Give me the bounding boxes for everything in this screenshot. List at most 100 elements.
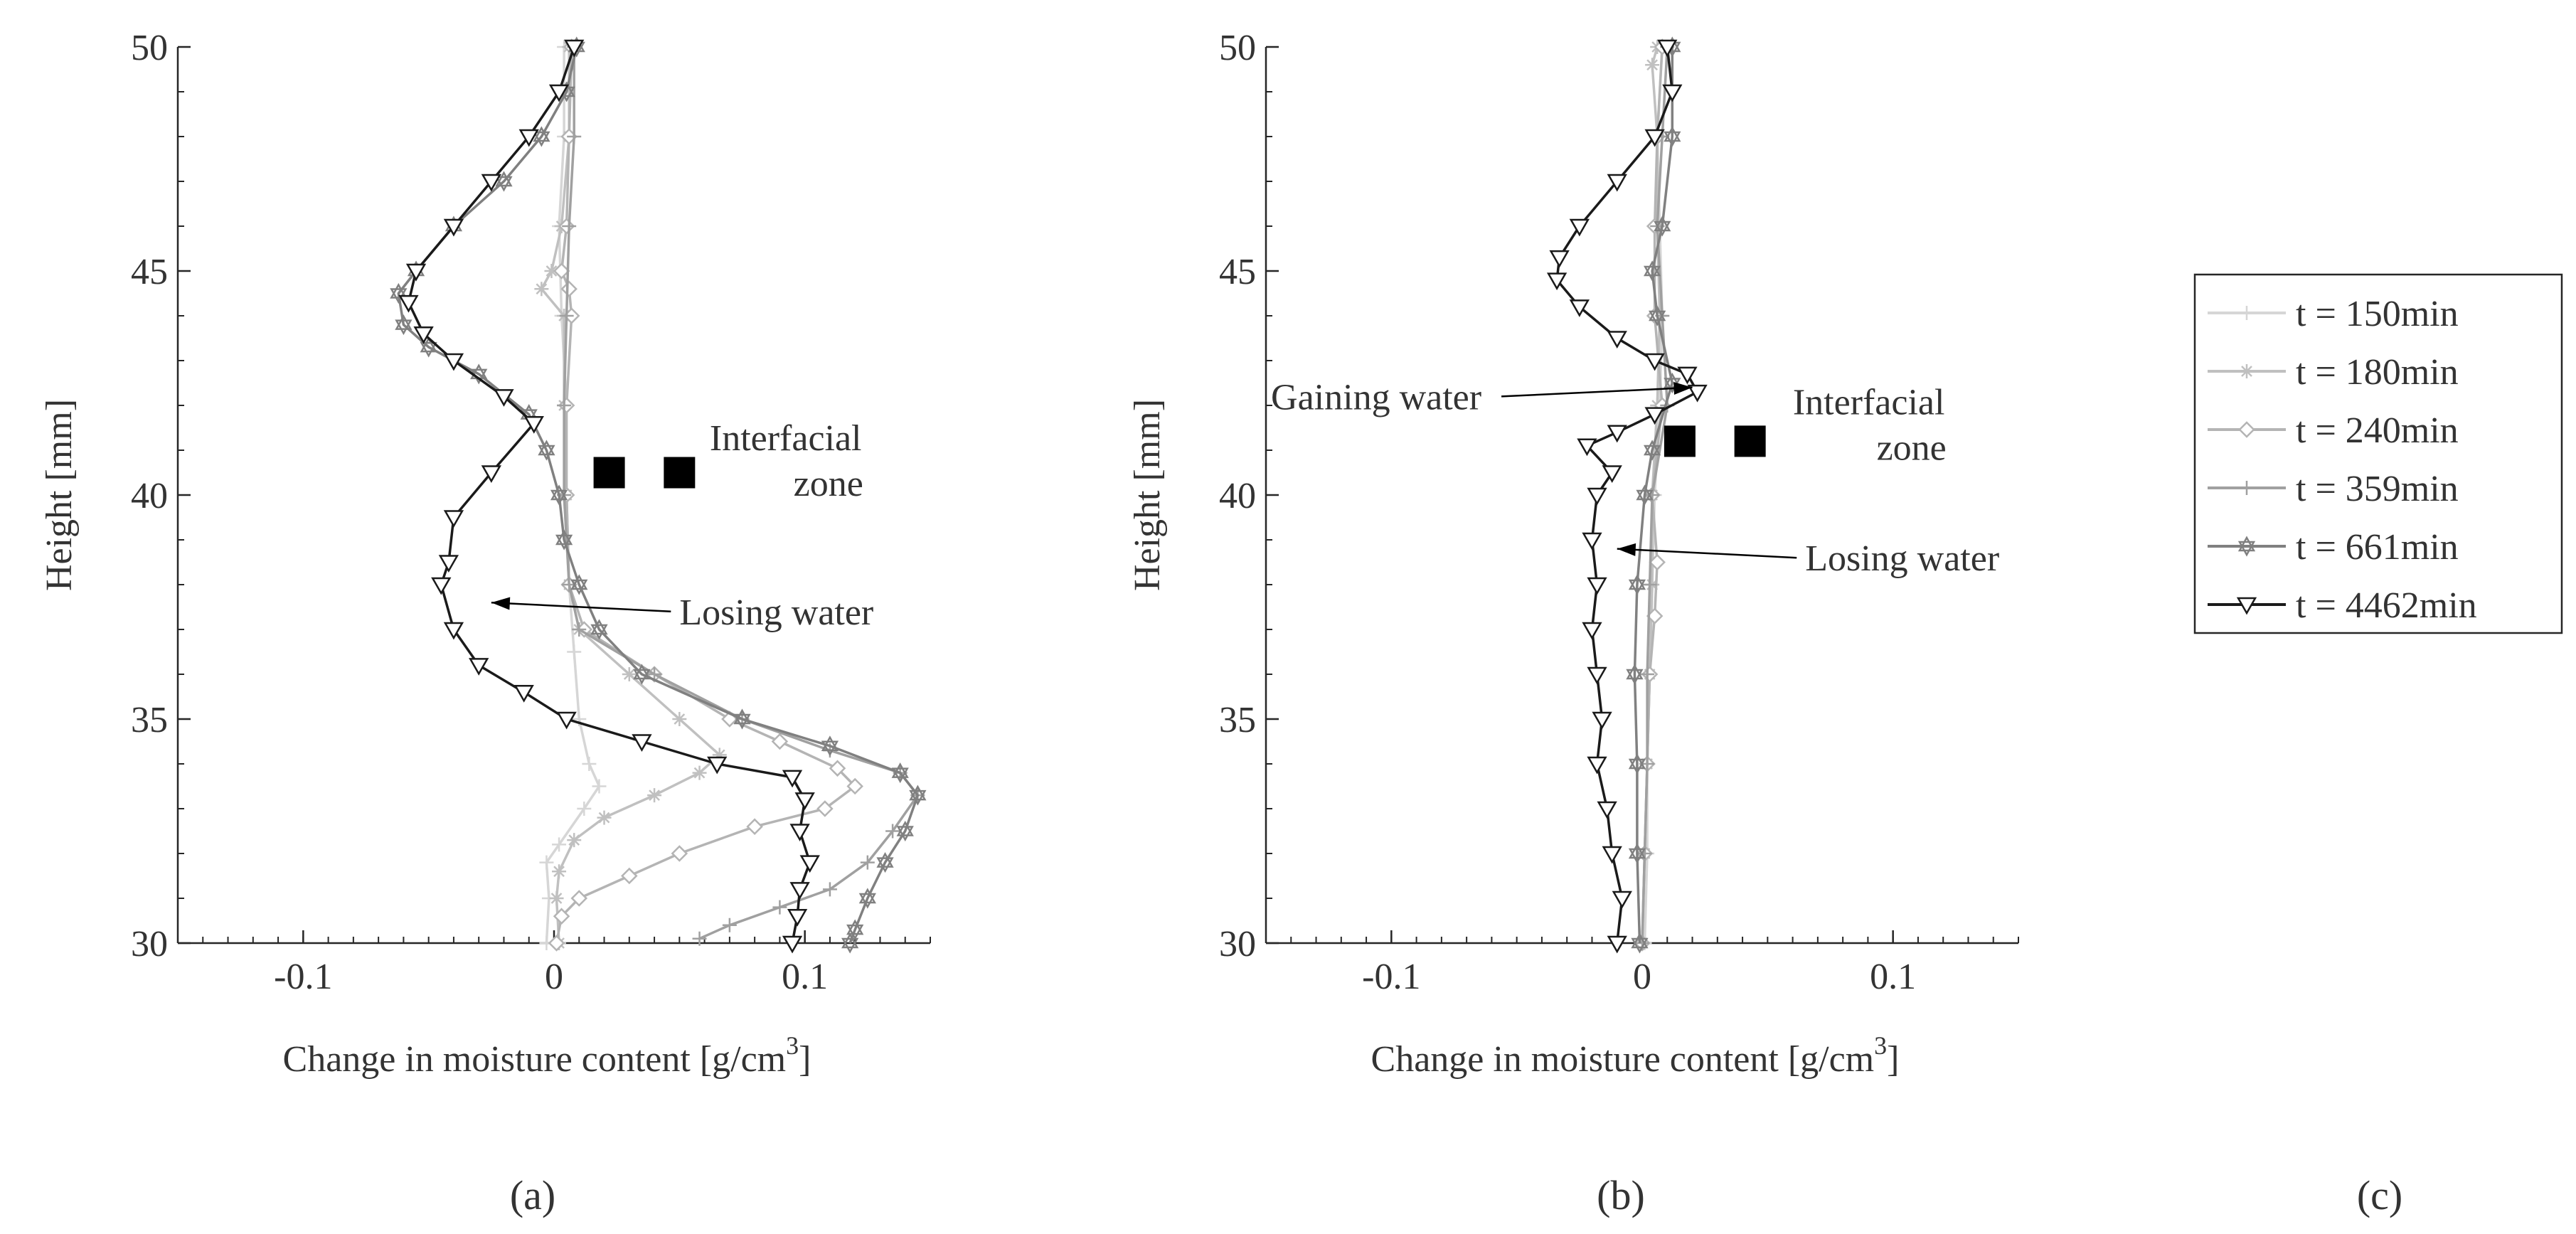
data-point xyxy=(746,818,763,835)
data-point xyxy=(495,171,513,192)
interfacial-zone-label: Interfacial zone xyxy=(710,418,863,504)
y-tick-label: 45 xyxy=(1219,252,1256,292)
x-axis-label: Change in moisture content [g/cm3] xyxy=(1371,1031,1900,1080)
data-point xyxy=(549,891,564,905)
data-point xyxy=(1587,756,1607,775)
data-point xyxy=(846,919,864,940)
data-point xyxy=(1642,578,1657,592)
data-point xyxy=(539,855,554,870)
y-tick-label: 50 xyxy=(1219,28,1256,68)
data-point xyxy=(692,765,707,780)
panel-a-chart: -0.1 0 0.1 30 35 40 45 50 Change in moisture con… xyxy=(39,28,931,1218)
data-point xyxy=(550,484,568,506)
data-point xyxy=(395,314,413,336)
x-axis-label-end: ] xyxy=(799,1039,811,1080)
data-point xyxy=(647,788,662,803)
data-point xyxy=(1546,272,1568,291)
data-point xyxy=(891,762,909,784)
data-point xyxy=(469,658,489,676)
data-point xyxy=(582,757,597,771)
data-point xyxy=(553,908,570,925)
data-point xyxy=(1664,126,1681,147)
legend-label: t = 240min xyxy=(2296,410,2459,451)
data-point xyxy=(443,510,464,528)
data-point xyxy=(1644,353,1665,371)
data-point xyxy=(633,664,651,685)
data-point xyxy=(592,779,607,794)
series-line xyxy=(563,47,920,940)
data-point xyxy=(787,908,808,927)
data-point xyxy=(1607,425,1627,443)
data-point xyxy=(1607,174,1627,192)
data-point xyxy=(494,389,514,407)
legend-entry: t = 4462min xyxy=(2208,585,2477,626)
legend-entry: t = 150min xyxy=(2208,294,2459,334)
data-point xyxy=(821,735,839,757)
data-point xyxy=(1577,438,1597,457)
interfacial-zone-marker xyxy=(1664,425,1696,457)
data-point xyxy=(548,935,565,952)
data-point xyxy=(816,800,834,817)
legend-panel: t = 150min t = 180min t = 240min t = 359min… xyxy=(2193,273,2563,1218)
legend-marker xyxy=(2240,364,2254,378)
annotation-arrow-line xyxy=(491,601,671,613)
data-point xyxy=(621,867,638,885)
interfacial-zone-label-line1: Interfacial xyxy=(710,418,862,459)
data-point xyxy=(1549,250,1570,268)
data-point xyxy=(534,282,549,297)
data-point xyxy=(1587,666,1607,685)
data-point xyxy=(1628,843,1646,864)
legend-box xyxy=(2193,273,2563,634)
data-point xyxy=(518,129,539,147)
data-point xyxy=(876,852,894,873)
series-t-4462min xyxy=(398,39,820,954)
legend-marker xyxy=(2237,536,2256,557)
legend-marker xyxy=(2236,597,2257,615)
annotation-arrow-head xyxy=(1673,382,1693,395)
data-point xyxy=(523,415,544,434)
interfacial-zone-label-line1: Interfacial xyxy=(1793,383,1945,423)
data-point xyxy=(438,555,459,573)
y-tick-label: 40 xyxy=(131,476,168,516)
data-point xyxy=(1677,366,1698,385)
data-point xyxy=(567,833,582,848)
data-point xyxy=(1662,84,1683,102)
data-point xyxy=(1644,129,1665,147)
series-line xyxy=(1633,47,1674,944)
data-point xyxy=(771,733,789,750)
legend-entry: t = 240min xyxy=(2208,410,2459,451)
data-point xyxy=(841,932,859,954)
x-tick-label: -0.1 xyxy=(1362,957,1420,997)
y-tick-label: 30 xyxy=(131,924,168,964)
data-point xyxy=(533,126,550,147)
data-point xyxy=(443,218,464,237)
y-axis-label: Height [mm] xyxy=(39,399,80,591)
y-tick-label: 45 xyxy=(131,252,168,292)
data-point xyxy=(1631,932,1649,954)
data-point xyxy=(559,309,574,323)
interfacial-zone-marker xyxy=(664,457,696,489)
data-point xyxy=(1569,299,1590,317)
data-point xyxy=(1628,574,1646,595)
data-point xyxy=(692,931,707,946)
data-point xyxy=(1607,935,1627,954)
series-line xyxy=(407,46,811,944)
data-point xyxy=(567,129,582,144)
data-point xyxy=(1654,216,1671,237)
data-point xyxy=(1587,577,1607,595)
data-point xyxy=(1582,532,1602,550)
y-tick-label: 35 xyxy=(1219,700,1256,740)
data-point xyxy=(443,353,464,371)
series-line xyxy=(1555,46,1699,944)
legend-entry: t = 359min xyxy=(2208,469,2459,509)
data-point xyxy=(481,465,501,484)
data-point xyxy=(553,262,570,280)
data-point xyxy=(885,824,900,839)
data-point xyxy=(632,734,652,752)
data-point xyxy=(548,84,570,102)
data-point xyxy=(1626,664,1644,685)
x-tick-label: 0.1 xyxy=(782,957,828,997)
data-point xyxy=(513,684,534,703)
interfacial-zone-marker xyxy=(593,457,625,489)
annotation-arrow-head xyxy=(491,597,511,610)
